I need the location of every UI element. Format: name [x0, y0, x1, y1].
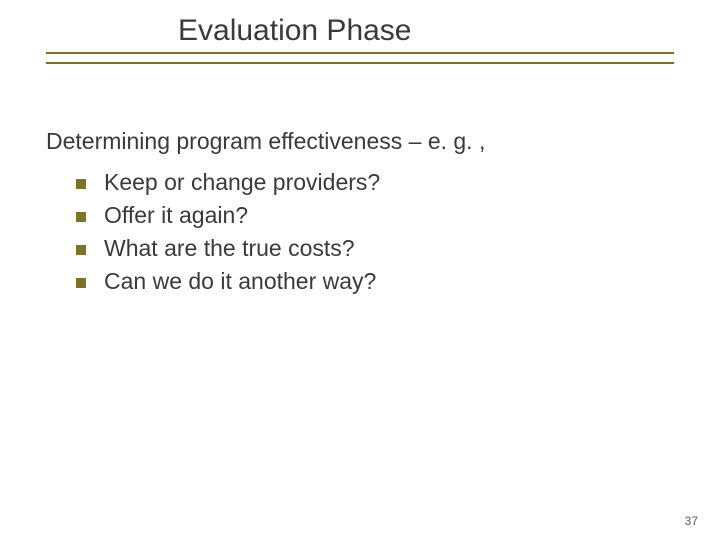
bullet-icon [76, 179, 86, 189]
title-container: Evaluation Phase [46, 14, 674, 64]
bullet-icon [76, 212, 86, 222]
bullet-text: Can we do it another way? [104, 268, 376, 294]
bullet-text: What are the true costs? [104, 235, 355, 261]
page-number: 37 [685, 514, 698, 528]
bullet-list: Keep or change providers? Offer it again… [46, 169, 674, 295]
list-item: Can we do it another way? [76, 268, 674, 295]
subtitle: Determining program effectiveness – e. g… [46, 128, 674, 155]
bullet-icon [76, 245, 86, 255]
bullet-icon [76, 278, 86, 288]
slide: Evaluation Phase Determining program eff… [0, 0, 720, 540]
list-item: Offer it again? [76, 202, 674, 229]
list-item: Keep or change providers? [76, 169, 674, 196]
list-item: What are the true costs? [76, 235, 674, 262]
body-content: Determining program effectiveness – e. g… [46, 128, 674, 301]
slide-title: Evaluation Phase [178, 14, 674, 48]
title-underline: Evaluation Phase [46, 14, 674, 54]
bullet-text: Keep or change providers? [104, 169, 380, 195]
bullet-text: Offer it again? [104, 202, 248, 228]
